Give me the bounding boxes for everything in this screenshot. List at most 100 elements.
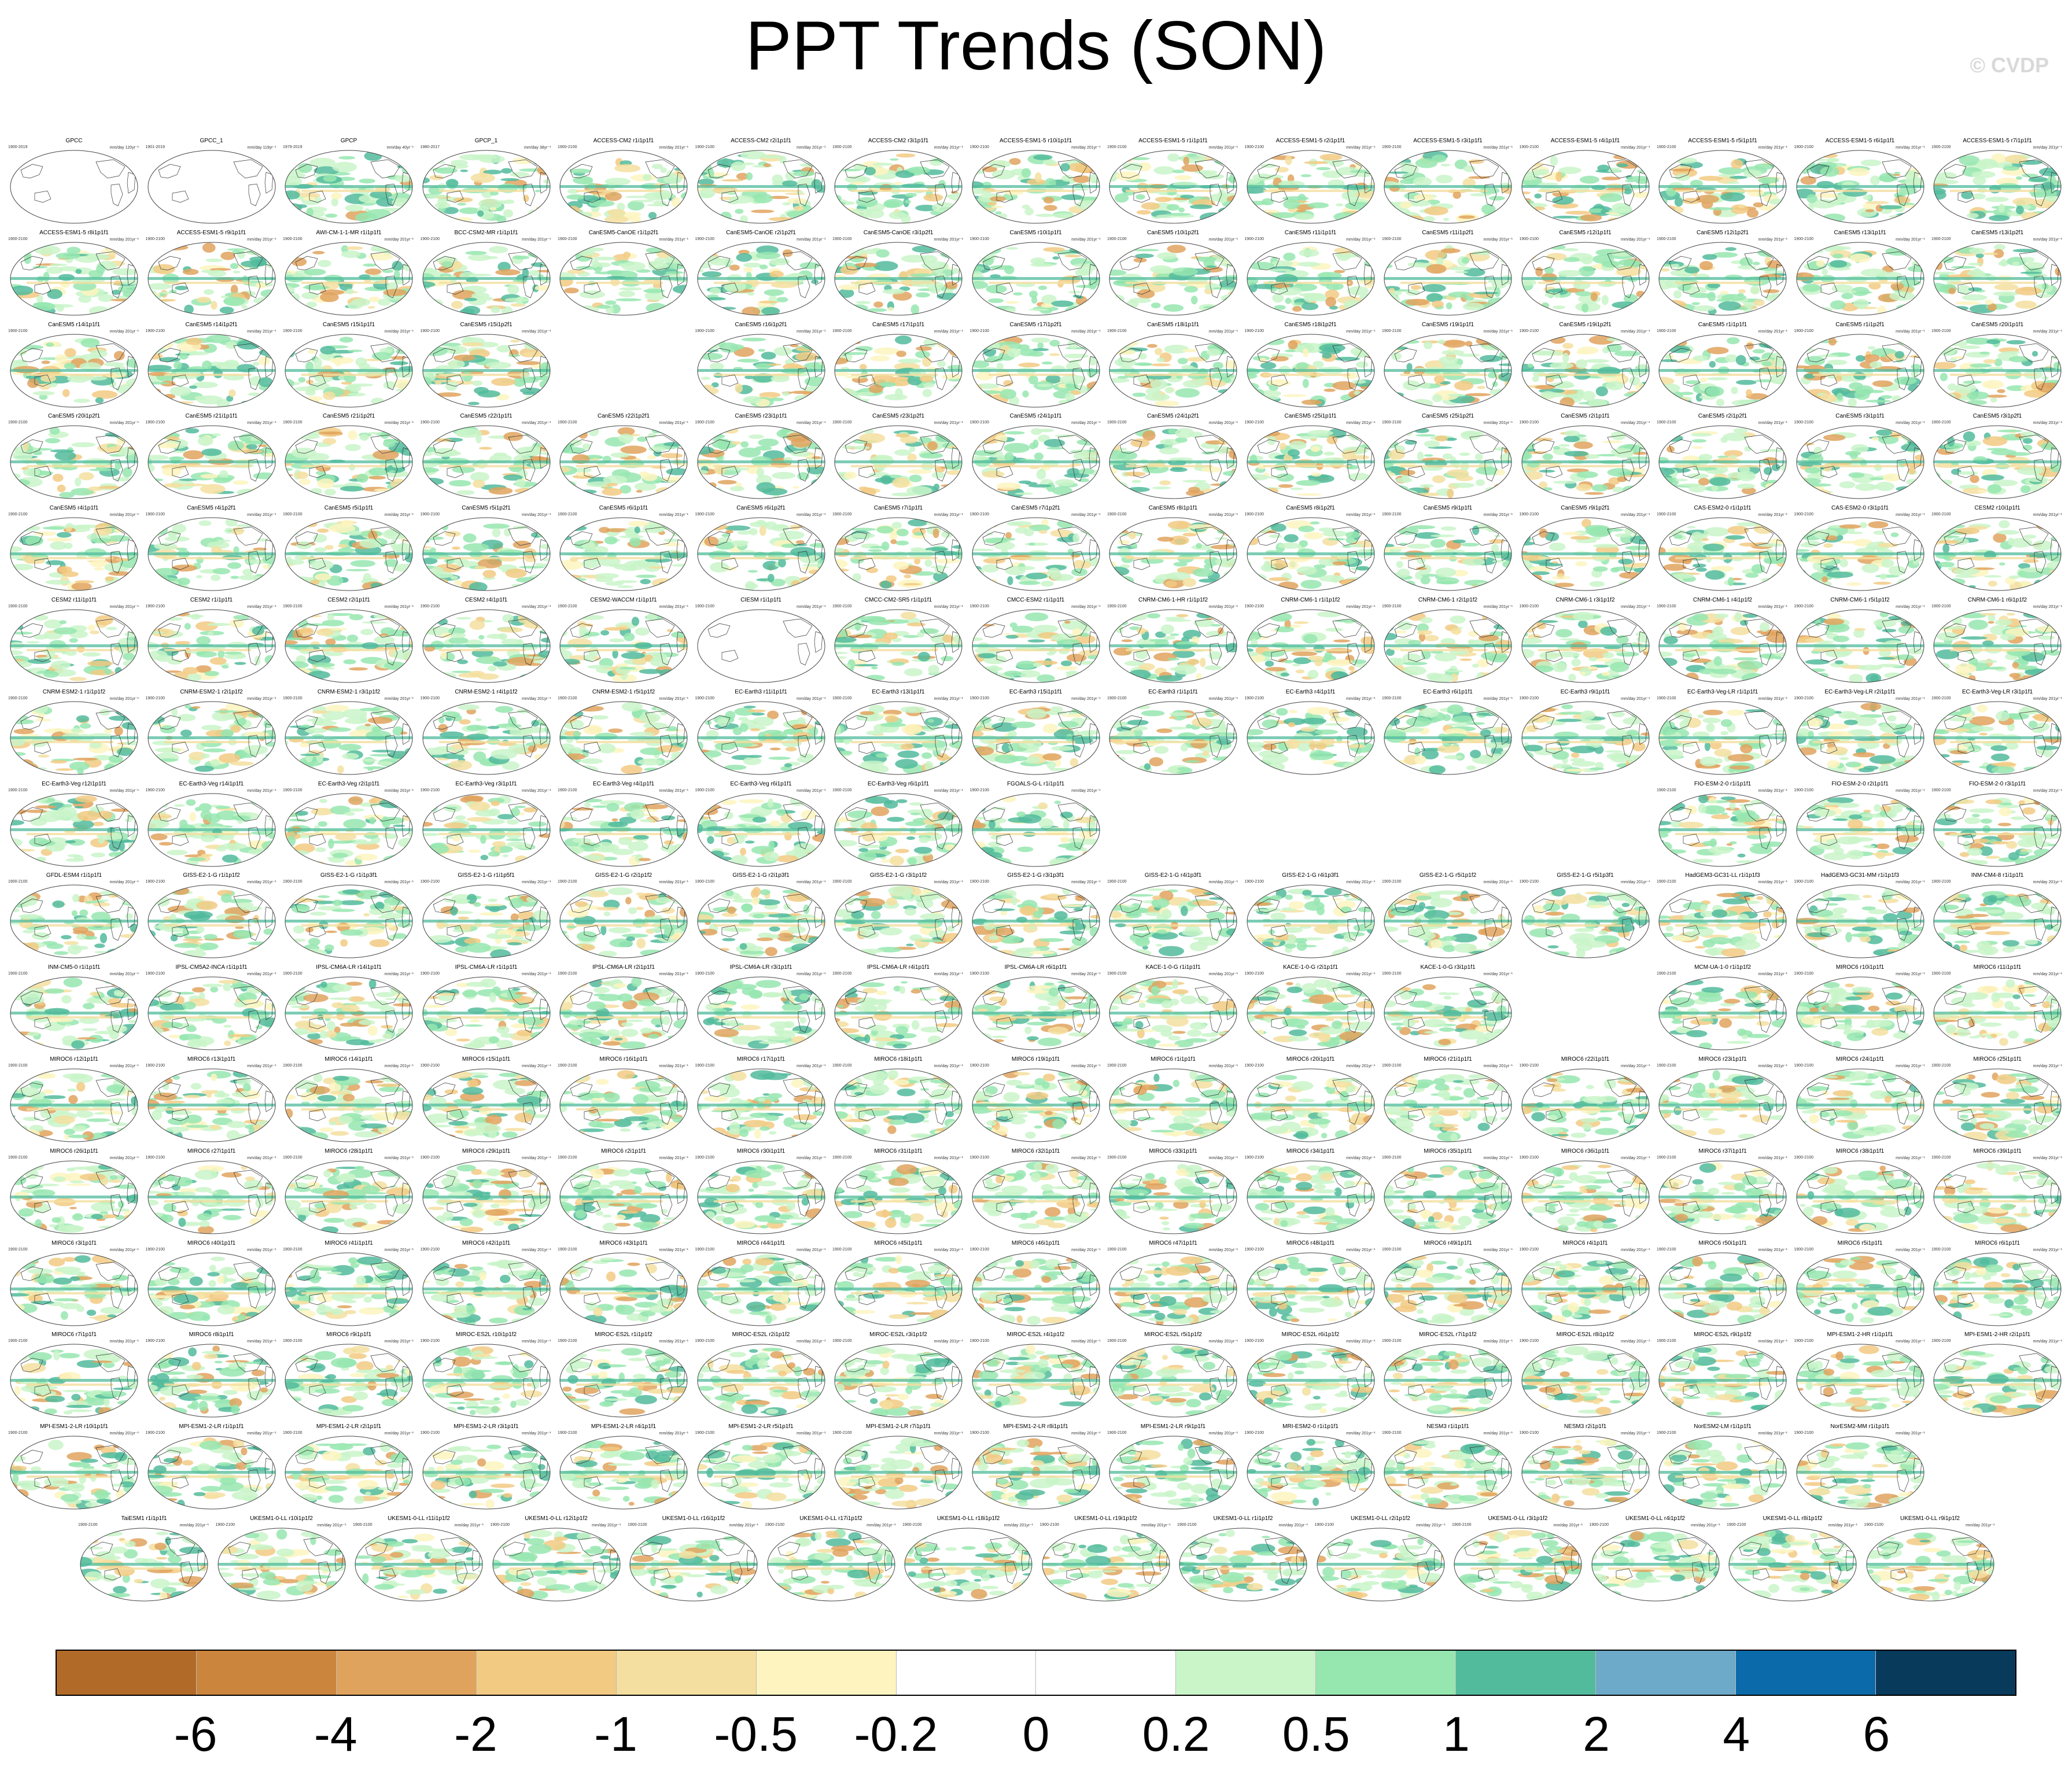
map-panel-title: MIROC6 r31i1p1f1 — [831, 1148, 965, 1155]
map-panel: CIESM r1i1p1f1 1900-2100 mm/day 201yr⁻¹ — [694, 597, 828, 684]
map-panel-title: MPI-ESM1-2-LR r5i1p1f1 — [694, 1423, 828, 1430]
map-panel-units: mm/day 201yr⁻¹ — [385, 972, 414, 976]
map-panel-title: CanESM5 r19i1p1f1 — [1381, 322, 1515, 329]
map-panel-title: INM-CM4-8 r1i1p1f1 — [1930, 872, 2064, 879]
map-globe — [972, 1068, 1100, 1142]
map-globe — [1384, 701, 1512, 775]
map-panel-units: mm/day 201yr⁻¹ — [110, 880, 139, 884]
map-globe — [559, 609, 688, 683]
map-globe — [285, 701, 413, 775]
map-panel-years: 1900-2100 — [832, 880, 851, 884]
map-globe — [697, 1344, 825, 1418]
map-panel: CNRM-ESM2-1 r3i1p1f2 1900-2100 mm/day 201y… — [282, 689, 416, 776]
map-globe — [285, 1252, 413, 1326]
map-panel-title: CanESM5 r2i1p2f1 — [1656, 413, 1790, 420]
map-panel-units: mm/day 201yr⁻¹ — [110, 329, 139, 334]
map-panel-title: EC-Earth3 r13i1p1f1 — [831, 689, 965, 696]
map-panel: MIROC6 r15i1p1f1 1900-2100 mm/day 201yr⁻¹ — [419, 1056, 554, 1143]
map-globe — [1521, 1252, 1649, 1326]
map-panel: MIROC6 r12i1p1f1 1900-2100 mm/day 201yr⁻¹ — [7, 1056, 141, 1143]
map-globe — [1796, 793, 1924, 867]
map-panel-years: 1900-2100 — [695, 1339, 714, 1343]
map-globe — [148, 1344, 275, 1418]
colorbar-tick-label: 0.2 — [1142, 1706, 1210, 1762]
map-globe — [1384, 425, 1512, 499]
map-panel-units: mm/day 201yr⁻¹ — [1758, 420, 1787, 425]
map-globe — [1247, 1068, 1374, 1142]
map-panel: CanESM5 r22i1p1f1 1900-2100 mm/day 201yr⁻¹ — [419, 413, 554, 500]
map-globe — [10, 1252, 138, 1326]
map-panel-units: mm/day 201yr⁻¹ — [934, 880, 963, 884]
map-globe — [285, 334, 413, 408]
map-panel-units: mm/day 201yr⁻¹ — [1621, 604, 1650, 609]
map-panel-years: 1900-2100 — [695, 512, 714, 517]
map-panel-units: mm/day 201yr⁻¹ — [934, 972, 963, 976]
map-globe — [834, 242, 963, 316]
map-globe — [1247, 1344, 1374, 1418]
map-panel-title: CIESM r1i1p1f1 — [694, 597, 828, 604]
map-panel-units: mm/day 201yr⁻¹ — [1621, 1339, 1650, 1344]
map-panel-years: 1900-2100 — [283, 696, 302, 700]
map-panel-units: mm/day 201yr⁻¹ — [1346, 1431, 1375, 1436]
map-panel-units: mm/day 201yr⁻¹ — [1416, 1523, 1445, 1528]
map-panel-units: mm/day 201yr⁻¹ — [1484, 1248, 1513, 1252]
map-panel-units: mm/day 201yr⁻¹ — [2033, 696, 2062, 701]
map-panel: MIROC6 r25i1p1f1 1900-2100 mm/day 201yr⁻¹ — [1930, 1056, 2064, 1143]
map-panel: CNRM-ESM2-1 r2i1p1f2 1900-2100 mm/day 201y… — [145, 689, 279, 776]
map-panel-units: mm/day 201yr⁻¹ — [659, 237, 688, 242]
map-panel-units: mm/day 201yr⁻¹ — [1209, 1339, 1238, 1344]
map-panel-years: 1900-2100 — [421, 604, 440, 608]
map-panel: IPSL-CM5A2-INCA r1i1p1f1 1900-2100 mm/day … — [145, 964, 279, 1051]
map-panel-title: EC-Earth3 r9i1p1f1 — [1518, 689, 1653, 696]
map-panel-title: CESM2 r1i1p1f1 — [145, 597, 279, 604]
map-panel: CanESM5 r23i1p2f1 1900-2100 mm/day 201yr⁻¹ — [831, 413, 965, 500]
map-panel-title: UKESM1-0-LL r16i1p1f2 — [626, 1515, 761, 1522]
map-globe — [10, 609, 138, 683]
map-panel-units: mm/day 201yr⁻¹ — [1071, 512, 1100, 517]
map-panel-units: mm/day 201yr⁻¹ — [1346, 329, 1375, 334]
map-panel-title: MIROC6 r20i1p1f1 — [1244, 1056, 1378, 1063]
map-panel-units: mm/day 201yr⁻¹ — [934, 604, 963, 609]
map-panel-units: mm/day 201yr⁻¹ — [385, 788, 414, 793]
map-panel-units: mm/day 201yr⁻¹ — [659, 696, 688, 701]
map-panel-years: 1900-2100 — [1657, 1064, 1676, 1068]
map-globe — [972, 425, 1100, 499]
map-globe — [834, 1344, 963, 1418]
map-globe — [148, 793, 275, 867]
map-panel-units: mm/day 201yr⁻¹ — [455, 1523, 484, 1528]
map-panel-years: 1900-2100 — [8, 420, 27, 425]
map-panel-title: CanESM5 r5i1p2f1 — [419, 505, 554, 512]
map-globe — [834, 884, 963, 958]
map-panel-years: 1900-2100 — [1657, 1339, 1676, 1343]
map-panel-units: mm/day 201yr⁻¹ — [1484, 1339, 1513, 1344]
map-panel: CanESM5 r8i1p2f1 1900-2100 mm/day 201yr⁻¹ — [1244, 505, 1378, 592]
map-panel-title: CanESM5 r25i1p1f1 — [1244, 413, 1378, 420]
map-panel: MIROC6 r33i1p1f1 1900-2100 mm/day 201yr⁻¹ — [1106, 1148, 1240, 1235]
map-panel-units: mm/day 201yr⁻¹ — [1758, 972, 1787, 976]
map-panel: ACCESS-ESM1-5 r2i1p1f1 1900-2100 mm/day 20… — [1244, 138, 1378, 224]
map-panel-units: mm/day 201yr⁻¹ — [934, 237, 963, 242]
map-globe — [1933, 150, 2062, 224]
map-panel-units: mm/day 40yr⁻¹ — [387, 145, 414, 150]
map-panel-title: MIROC6 r24i1p1f1 — [1793, 1056, 1927, 1063]
map-panel-title: CanESM5 r20i1p2f1 — [7, 413, 141, 420]
map-panel-title: UKESM1-0-LL r8i1p1f2 — [1726, 1515, 1860, 1522]
map-panel-units: mm/day 201yr⁻¹ — [1758, 512, 1787, 517]
map-panel-title: CAS-ESM2-0 r1i1p1f1 — [1656, 505, 1790, 512]
map-panel-title: MPI-ESM1-2-LR r9i1p1f1 — [1106, 1423, 1240, 1430]
map-panel-title: CNRM-ESM2-1 r4i1p1f2 — [419, 689, 554, 696]
map-panel-units: mm/day 201yr⁻¹ — [247, 972, 276, 976]
map-panel: CanESM5 r11i1p1f1 1900-2100 mm/day 201yr⁻¹ — [1244, 230, 1378, 316]
map-panel-units: mm/day 201yr⁻¹ — [797, 696, 825, 701]
map-panel-units: mm/day 201yr⁻¹ — [522, 1431, 551, 1436]
map-panel-years: 1900-2100 — [283, 788, 302, 792]
map-panel: MRI-ESM2-0 r1i1p1f1 1900-2100 mm/day 201yr… — [1244, 1423, 1378, 1510]
map-panel-years: 1900-2100 — [1107, 512, 1126, 517]
map-panel: MIROC6 r38i1p1f1 1900-2100 mm/day 201yr⁻¹ — [1793, 1148, 1927, 1235]
map-panel-years: 1900-2100 — [558, 512, 577, 517]
map-panel: MPI-ESM1-2-LR r1i1p1f1 1900-2100 mm/day 20… — [145, 1423, 279, 1510]
map-panel-years: 1900-2100 — [970, 1431, 989, 1435]
map-panel-years: 1900-2100 — [1520, 329, 1539, 333]
map-globe — [1521, 1436, 1649, 1510]
map-globe — [834, 1160, 963, 1234]
